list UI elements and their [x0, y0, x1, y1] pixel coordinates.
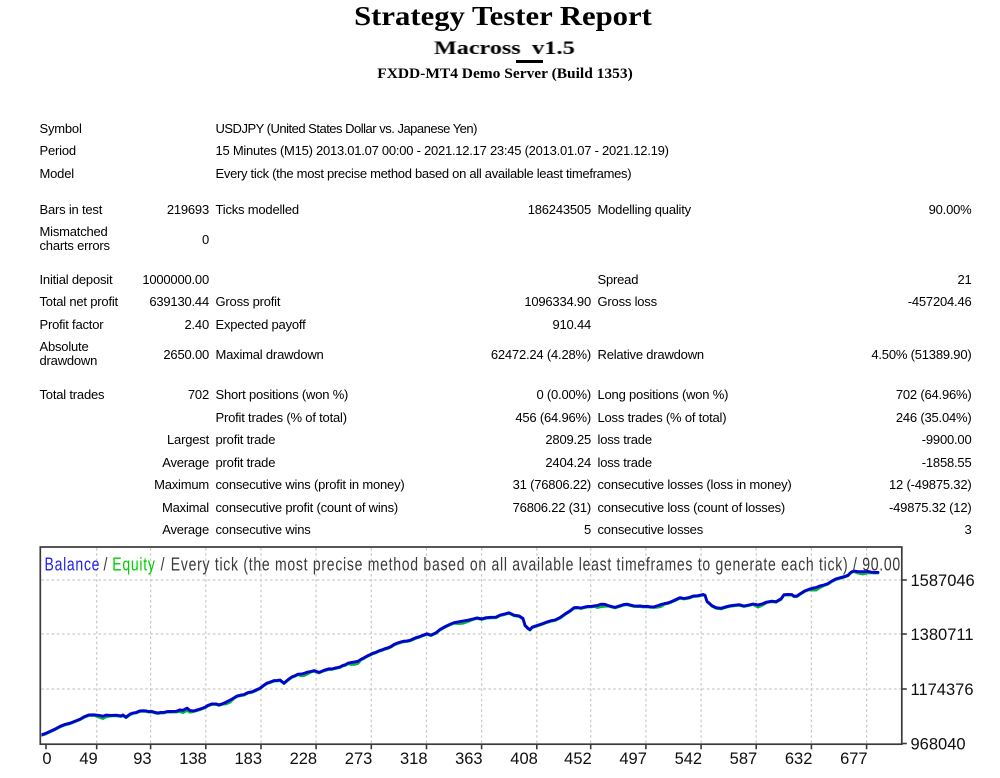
svg-text:0: 0: [42, 750, 51, 768]
svg-text:93: 93: [133, 750, 151, 768]
svg-text:542: 542: [675, 750, 703, 768]
svg-text:587: 587: [730, 750, 758, 768]
svg-text:49: 49: [79, 750, 97, 768]
svg-text:Balance/Equity/Every tick (the: Balance / Equity / Every tick (the most prec…: [45, 555, 915, 575]
svg-text:138: 138: [179, 750, 207, 768]
svg-text:183: 183: [234, 750, 262, 768]
svg-text:452: 452: [564, 750, 592, 768]
svg-text:363: 363: [455, 750, 483, 768]
svg-text:408: 408: [510, 750, 538, 768]
svg-text:1380711: 1380711: [911, 626, 974, 644]
svg-text:968040: 968040: [911, 735, 966, 753]
svg-text:1587046: 1587046: [911, 572, 975, 590]
svg-text:1174376: 1174376: [911, 681, 974, 699]
svg-text:228: 228: [290, 750, 318, 768]
svg-text:677: 677: [840, 750, 868, 768]
svg-text:318: 318: [400, 750, 428, 768]
svg-text:632: 632: [785, 750, 813, 768]
svg-text:273: 273: [345, 750, 373, 768]
svg-text:497: 497: [619, 750, 647, 768]
